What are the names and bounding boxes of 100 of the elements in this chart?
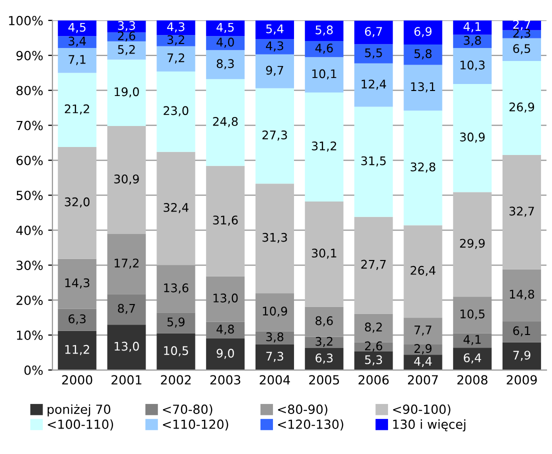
data-label: 10,9 bbox=[262, 306, 288, 317]
bar bbox=[255, 54, 294, 88]
data-label: 32,8 bbox=[410, 162, 436, 173]
bar bbox=[404, 64, 442, 111]
data-label: 13,0 bbox=[214, 294, 238, 304]
data-label: 2,9 bbox=[414, 344, 432, 354]
data-label: 6,3 bbox=[68, 314, 86, 324]
bar bbox=[255, 184, 294, 294]
bar bbox=[156, 152, 196, 266]
bar bbox=[255, 88, 294, 184]
legend-label: <100-110) bbox=[48, 419, 114, 430]
bar bbox=[107, 60, 146, 126]
x-tick-label: 2008 bbox=[457, 375, 488, 385]
data-label: 10,1 bbox=[312, 69, 336, 80]
data-label: 7,7 bbox=[414, 326, 432, 336]
bar bbox=[354, 216, 393, 314]
bar bbox=[453, 333, 492, 348]
x-tick-label: 2002 bbox=[160, 375, 191, 385]
bar bbox=[453, 192, 492, 297]
data-label: 6,5 bbox=[513, 44, 530, 54]
bar bbox=[156, 20, 196, 36]
bar bbox=[404, 225, 442, 318]
data-label: 3,4 bbox=[68, 36, 86, 47]
data-label: 5,4 bbox=[266, 24, 284, 34]
data-label: 10,5 bbox=[460, 309, 484, 320]
legend-label: <80-90) bbox=[278, 404, 328, 416]
legend-label: <90-100) bbox=[393, 404, 450, 416]
bar bbox=[354, 44, 393, 64]
data-label: 2,3 bbox=[513, 28, 530, 39]
data-label: 7,2 bbox=[168, 53, 184, 64]
bar bbox=[107, 324, 146, 370]
bar bbox=[255, 331, 294, 344]
data-label: 10,3 bbox=[460, 60, 485, 71]
data-label: 8,3 bbox=[216, 59, 234, 70]
data-label: 32,7 bbox=[510, 206, 534, 217]
data-label: 4,5 bbox=[216, 22, 234, 33]
data-label: 30,9 bbox=[460, 132, 485, 143]
data-label: 3,3 bbox=[118, 21, 135, 32]
bar bbox=[404, 20, 442, 45]
x-tick-label: 2006 bbox=[358, 375, 389, 385]
data-label: 30,9 bbox=[114, 174, 139, 185]
data-label: 24,8 bbox=[213, 117, 238, 128]
data-label: 26,4 bbox=[410, 266, 436, 276]
bar bbox=[453, 20, 492, 35]
data-label: 31,5 bbox=[361, 156, 386, 166]
bar bbox=[354, 63, 393, 107]
y-tick-label: 70% bbox=[16, 120, 43, 130]
data-label: 4,5 bbox=[68, 22, 86, 33]
x-tick-label: 2003 bbox=[210, 375, 240, 385]
data-label: 27,7 bbox=[361, 260, 386, 270]
data-label: 5,8 bbox=[414, 49, 432, 60]
bar bbox=[354, 351, 393, 370]
data-label: 4,0 bbox=[216, 38, 234, 48]
bar bbox=[156, 312, 196, 334]
data-label: 4,3 bbox=[167, 22, 184, 32]
data-label: 9,7 bbox=[266, 66, 284, 76]
data-label: 17,2 bbox=[114, 258, 139, 269]
x-tick-label: 2007 bbox=[408, 375, 438, 385]
data-label: 6,4 bbox=[464, 353, 482, 364]
x-tick-label: 2009 bbox=[506, 375, 537, 385]
data-label: 13,0 bbox=[114, 342, 139, 352]
legend-label: <110-120) bbox=[162, 419, 228, 430]
data-label: 10,5 bbox=[164, 346, 188, 356]
data-label: 5,3 bbox=[365, 355, 382, 366]
y-tick-label: 100% bbox=[9, 16, 43, 26]
bar bbox=[206, 338, 245, 370]
x-tick-label: 2000 bbox=[62, 375, 92, 385]
y-tick-label: 10% bbox=[17, 330, 43, 340]
bar bbox=[354, 20, 393, 44]
bar bbox=[58, 330, 96, 370]
data-label: 32,4 bbox=[164, 203, 188, 214]
bar bbox=[502, 155, 542, 270]
bar bbox=[404, 44, 442, 65]
bar bbox=[58, 146, 96, 259]
bar bbox=[502, 342, 542, 370]
data-label: 5,9 bbox=[167, 317, 185, 328]
y-tick-label: 30% bbox=[16, 260, 43, 270]
y-tick-label: 20% bbox=[16, 296, 43, 306]
bar bbox=[58, 36, 96, 48]
data-label: 4,3 bbox=[266, 41, 284, 52]
data-label: 4,1 bbox=[464, 22, 481, 32]
bar bbox=[58, 72, 96, 147]
data-label: 3,8 bbox=[464, 36, 481, 46]
data-label: 9,0 bbox=[216, 348, 234, 359]
bar bbox=[107, 41, 146, 60]
bar bbox=[304, 202, 344, 307]
bar bbox=[453, 48, 492, 84]
data-label: 13,1 bbox=[411, 82, 436, 92]
bar bbox=[206, 50, 245, 80]
data-label: 23,0 bbox=[164, 106, 188, 116]
bar bbox=[304, 348, 344, 370]
legend-label: poniżej 70 bbox=[48, 404, 110, 416]
data-label: 4,1 bbox=[464, 335, 481, 346]
data-label: 29,9 bbox=[460, 238, 485, 249]
data-label: 27,3 bbox=[262, 130, 287, 141]
data-label: 32,0 bbox=[64, 197, 90, 208]
data-label: 4,6 bbox=[315, 44, 333, 54]
legend-label: <120-130) bbox=[278, 419, 344, 430]
data-label: 5,8 bbox=[316, 25, 333, 36]
bar bbox=[156, 46, 196, 72]
